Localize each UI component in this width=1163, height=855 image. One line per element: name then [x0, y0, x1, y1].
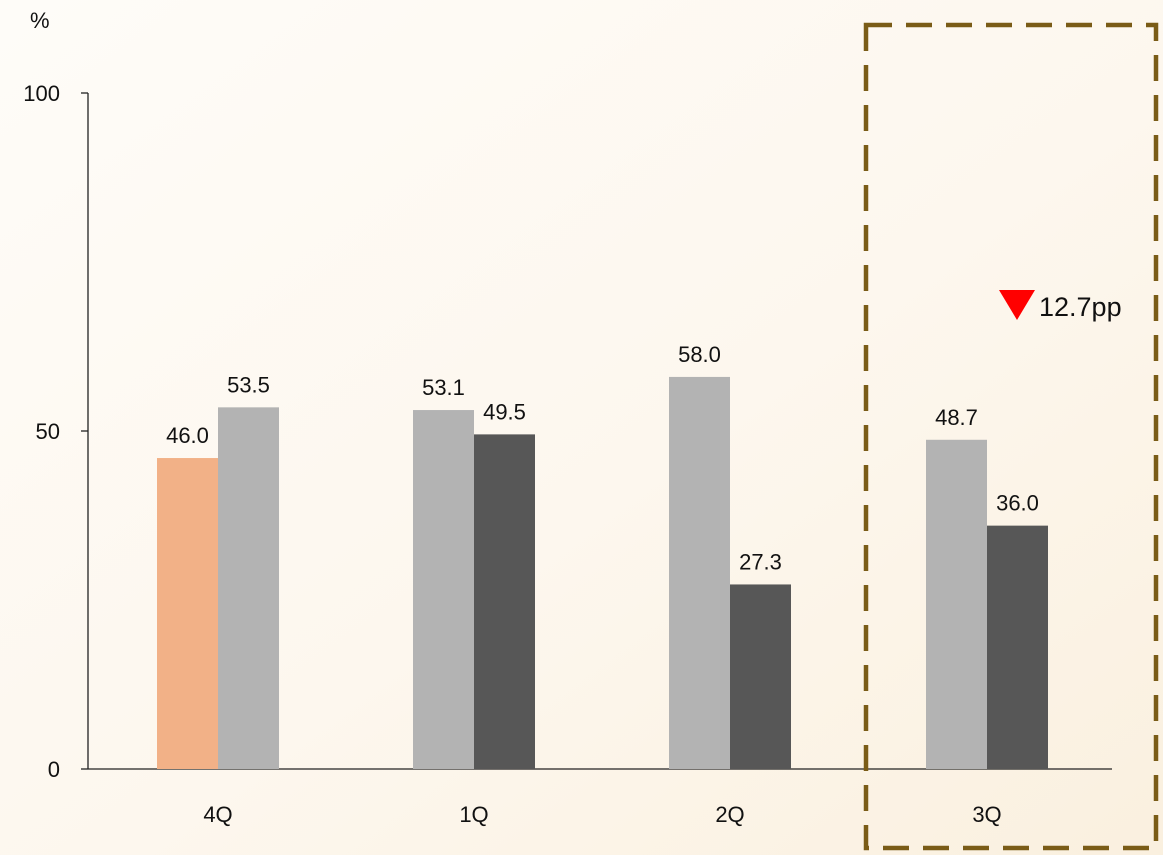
x-tick-label: 2Q	[715, 802, 744, 827]
highlight-box	[863, 22, 1159, 851]
x-tick-label: 3Q	[972, 802, 1001, 827]
data-label: 48.7	[935, 405, 978, 430]
bar	[669, 376, 730, 769]
x-tick-label: 1Q	[459, 802, 488, 827]
y-tick-labels: 0 50 100	[23, 81, 60, 782]
bar	[987, 525, 1048, 769]
bar	[926, 439, 987, 769]
bar	[474, 434, 535, 769]
data-label: 53.5	[227, 372, 270, 397]
y-tick-label: 100	[23, 81, 60, 106]
value-labels: 46.0 53.5 53.1 49.5 58.0 27.3 48.7 36.0	[166, 342, 1039, 575]
bar	[413, 410, 474, 769]
y-unit-label: %	[30, 8, 50, 33]
data-label: 46.0	[166, 423, 209, 448]
data-label: 58.0	[678, 342, 721, 367]
data-label: 36.0	[996, 491, 1039, 516]
bar	[157, 458, 218, 769]
bars	[157, 376, 1048, 769]
data-label: 27.3	[739, 549, 782, 574]
data-label: 49.5	[483, 399, 526, 424]
y-tick-label: 0	[48, 757, 60, 782]
y-tick-label: 50	[36, 419, 60, 444]
change-annotation: 12.7pp	[999, 290, 1122, 322]
down-triangle-icon	[999, 290, 1035, 320]
x-tick-label: 4Q	[203, 802, 232, 827]
bar	[218, 407, 279, 769]
change-annotation-label: 12.7pp	[1039, 292, 1122, 322]
category-labels: 4Q 1Q 2Q 3Q	[203, 802, 1001, 827]
data-label: 53.1	[422, 375, 465, 400]
bar	[730, 584, 791, 769]
